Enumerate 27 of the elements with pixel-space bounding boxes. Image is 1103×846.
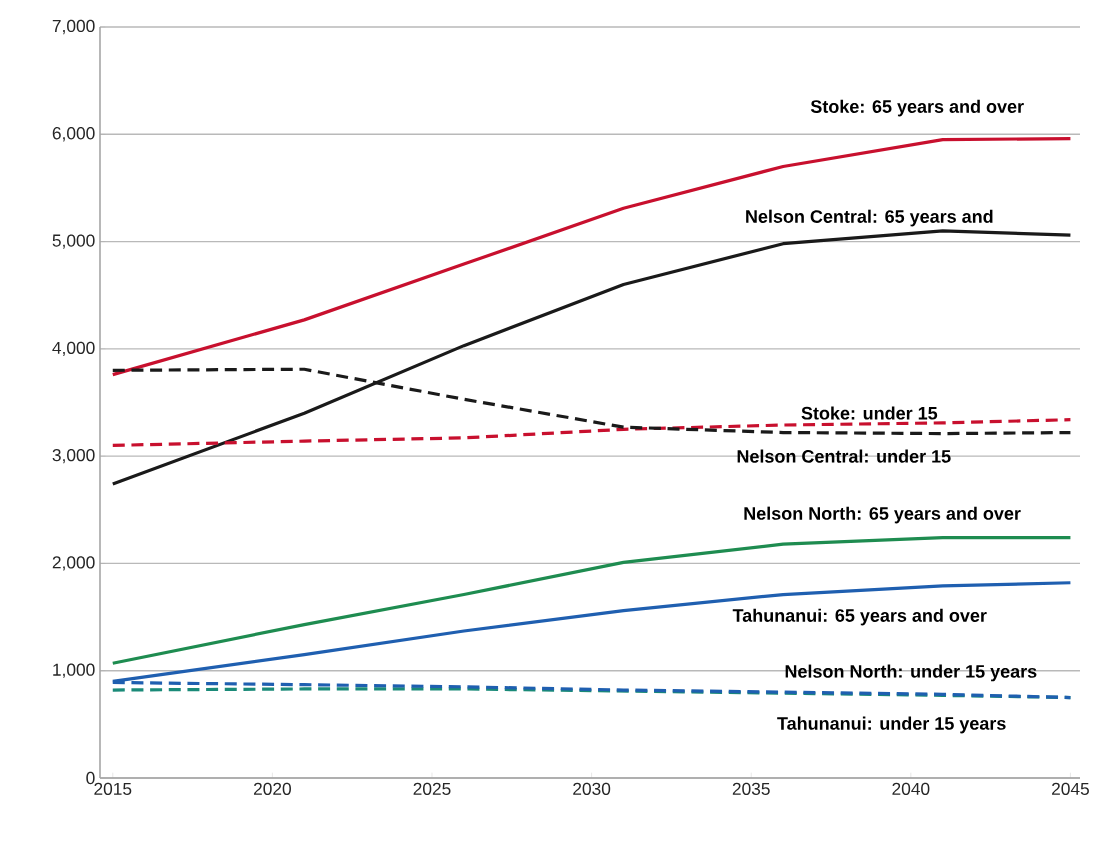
x-tick-label: 2040 (892, 782, 930, 795)
series-label: Stoke: under 15 (801, 406, 938, 420)
line-series (111, 418, 1073, 448)
series-label: Nelson North: under 15 years (785, 664, 1037, 682)
x-tick-label: 2020 (253, 782, 291, 795)
y-tick-label: 5,000 (52, 234, 95, 249)
series-label: Tahunanui: 65 years and over (732, 608, 987, 626)
y-tick-label: 0 (86, 771, 95, 785)
x-tick-label: 2025 (413, 782, 451, 795)
line-series (111, 229, 1073, 486)
series-label: Tahunanui: under 15 years (777, 716, 1006, 734)
y-tick-label: 6,000 (52, 127, 95, 142)
series-label: Nelson Central: 65 years and (746, 209, 993, 227)
x-tick-label: 2030 (573, 782, 611, 795)
x-tick-label: 2035 (732, 782, 770, 795)
series-label: Nelson Central: under 15 (737, 449, 951, 463)
y-tick-label: 4,000 (52, 341, 95, 357)
x-tick-label: 2045 (1052, 782, 1089, 795)
line-series (111, 136, 1073, 377)
x-tick-label: 2015 (94, 782, 132, 795)
y-tick-label: 7,000 (52, 19, 95, 35)
series-label: Nelson North: 65 years and over (744, 506, 1021, 524)
y-tick-label: 1,000 (53, 663, 95, 678)
series-label: Stoke: 65 years and over (810, 99, 1024, 117)
y-tick-label: 3,000 (52, 448, 95, 464)
line-series (111, 536, 1073, 665)
y-tick-label: 2,000 (52, 556, 95, 571)
